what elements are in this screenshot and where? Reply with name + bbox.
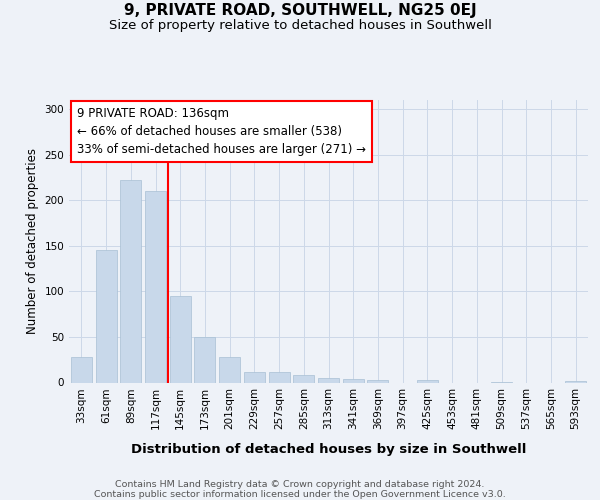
Bar (417, 380, 438, 382)
Bar (95, 250, 116, 382)
Bar (244, 372, 265, 382)
Y-axis label: Number of detached properties: Number of detached properties (26, 148, 39, 334)
Bar (219, 357, 240, 382)
Bar (565, 380, 586, 382)
Text: Size of property relative to detached houses in Southwell: Size of property relative to detached ho… (109, 19, 491, 32)
Text: Contains HM Land Registry data © Crown copyright and database right 2024.
Contai: Contains HM Land Registry data © Crown c… (94, 480, 506, 499)
Bar (71, 357, 92, 382)
Text: Distribution of detached houses by size in Southwell: Distribution of detached houses by size … (131, 442, 526, 456)
Text: 9 PRIVATE ROAD: 136sqm
← 66% of detached houses are smaller (538)
33% of semi-de: 9 PRIVATE ROAD: 136sqm ← 66% of detached… (77, 107, 366, 156)
Bar (269, 372, 290, 382)
Bar (293, 375, 314, 382)
Text: 9, PRIVATE ROAD, SOUTHWELL, NG25 0EJ: 9, PRIVATE ROAD, SOUTHWELL, NG25 0EJ (124, 2, 476, 18)
Bar (145, 191, 166, 382)
Bar (367, 380, 388, 382)
Bar (120, 180, 141, 382)
Bar (343, 379, 364, 382)
Bar (318, 378, 339, 382)
Bar (194, 337, 215, 382)
Bar (170, 296, 191, 382)
